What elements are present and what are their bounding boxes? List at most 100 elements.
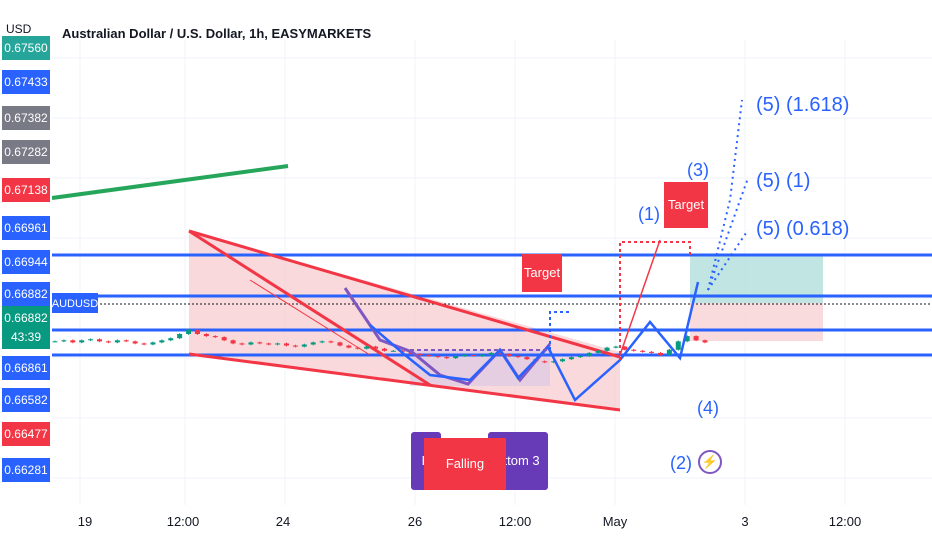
price-label: 0.66961 bbox=[4, 221, 48, 235]
price-label-bg bbox=[2, 70, 50, 94]
time-label: 26 bbox=[408, 514, 422, 529]
candle bbox=[150, 342, 156, 345]
candle bbox=[61, 340, 67, 342]
price-label-bg bbox=[2, 178, 50, 202]
fib-proj-1 bbox=[707, 177, 749, 291]
price-label-bg bbox=[2, 356, 50, 380]
currency-label: USD bbox=[6, 22, 32, 36]
candle bbox=[577, 356, 583, 358]
wave-4-label: (4) bbox=[697, 398, 719, 418]
candle bbox=[568, 357, 574, 360]
candle bbox=[479, 355, 485, 357]
candle bbox=[123, 340, 129, 342]
wedge-upper-line bbox=[188, 229, 621, 359]
candle bbox=[275, 343, 281, 345]
pattern-zigzag-blue bbox=[369, 281, 700, 403]
candle bbox=[702, 340, 708, 343]
candle bbox=[640, 350, 646, 352]
price-label: 0.67560 bbox=[4, 41, 48, 55]
candle bbox=[666, 349, 672, 355]
candle bbox=[426, 355, 432, 357]
candle bbox=[346, 345, 352, 348]
candle bbox=[194, 329, 200, 334]
price-label: 0.66882 bbox=[4, 287, 48, 301]
candles bbox=[52, 328, 708, 364]
candle bbox=[310, 342, 316, 345]
candle bbox=[52, 341, 58, 343]
price-label: 0.66477 bbox=[4, 427, 48, 441]
candle bbox=[105, 341, 111, 343]
price-label-bg bbox=[2, 388, 50, 412]
candle bbox=[462, 355, 468, 357]
candle bbox=[266, 343, 272, 345]
lightning-icon[interactable]: ⚡ bbox=[698, 450, 722, 474]
fib-1-label: (5) (1) bbox=[756, 170, 811, 192]
candle bbox=[390, 350, 396, 352]
candle bbox=[435, 356, 441, 358]
candle bbox=[284, 343, 290, 346]
price-label: 43:39 bbox=[11, 330, 41, 344]
fib-proj-0618 bbox=[707, 229, 749, 291]
candle bbox=[203, 334, 209, 337]
candle bbox=[177, 334, 183, 339]
fib-0618-label: (5) (0.618) bbox=[756, 218, 850, 240]
wave1-line bbox=[619, 239, 661, 356]
candle bbox=[488, 352, 494, 355]
time-label: 12:00 bbox=[499, 514, 532, 529]
green-trendline bbox=[51, 164, 289, 200]
candle bbox=[657, 352, 663, 355]
price-label-bg bbox=[2, 216, 50, 240]
candle bbox=[328, 341, 334, 343]
wave-1-label: (1) bbox=[638, 204, 660, 224]
candle bbox=[604, 347, 610, 351]
price-label: 0.66861 bbox=[4, 361, 48, 375]
candle bbox=[114, 340, 120, 343]
candle bbox=[693, 336, 699, 341]
price-label: 0.67282 bbox=[4, 145, 48, 159]
time-axis[interactable]: 19 12:00 24 26 12:00 May 3 12:00 bbox=[78, 514, 862, 529]
candle bbox=[560, 359, 566, 362]
candle bbox=[292, 345, 298, 347]
symbol-tag: AUDUSD bbox=[52, 298, 99, 310]
candle bbox=[230, 340, 236, 344]
price-label-bg bbox=[2, 325, 50, 349]
candle bbox=[337, 342, 343, 346]
candle bbox=[301, 344, 307, 347]
falling-wedge-badge[interactable]: Falling Wedge bbox=[424, 438, 506, 523]
candle bbox=[221, 337, 227, 341]
price-label: 0.66281 bbox=[4, 463, 48, 477]
time-label: 24 bbox=[276, 514, 290, 529]
candle bbox=[373, 346, 379, 349]
candle bbox=[506, 353, 512, 357]
candle bbox=[141, 343, 147, 345]
symbol-tag-bg bbox=[52, 293, 98, 313]
candle bbox=[586, 352, 592, 357]
fib-1618-label: (5) (1.618) bbox=[756, 94, 850, 116]
candle bbox=[622, 346, 628, 350]
candle bbox=[595, 350, 601, 353]
candle bbox=[88, 339, 94, 341]
price-label: 0.66582 bbox=[4, 393, 48, 407]
time-label: 12:00 bbox=[829, 514, 862, 529]
wave-3-label: (3) bbox=[687, 160, 709, 180]
candle bbox=[79, 340, 85, 343]
target-label-2[interactable]: Target bbox=[664, 182, 708, 228]
price-axis[interactable]: 0.67560 0.67433 0.67382 0.67282 0.67138 0.669… bbox=[2, 36, 98, 482]
price-label-bg bbox=[2, 140, 50, 164]
time-label: 3 bbox=[741, 514, 748, 529]
candle bbox=[453, 356, 459, 359]
target-label-1[interactable]: Target bbox=[522, 254, 562, 292]
candle bbox=[515, 356, 521, 358]
wedge-arrow-line bbox=[249, 279, 371, 356]
candle bbox=[132, 341, 138, 344]
price-label: 0.67138 bbox=[4, 183, 48, 197]
candle bbox=[631, 349, 637, 351]
candle bbox=[381, 348, 387, 351]
candle bbox=[257, 342, 263, 344]
chart-title: Australian Dollar / U.S. Dollar, 1h, EAS… bbox=[62, 26, 372, 41]
candle bbox=[364, 346, 370, 349]
candle bbox=[675, 341, 681, 350]
price-label: 0.67382 bbox=[4, 111, 48, 125]
target-dash-2 bbox=[619, 241, 691, 360]
